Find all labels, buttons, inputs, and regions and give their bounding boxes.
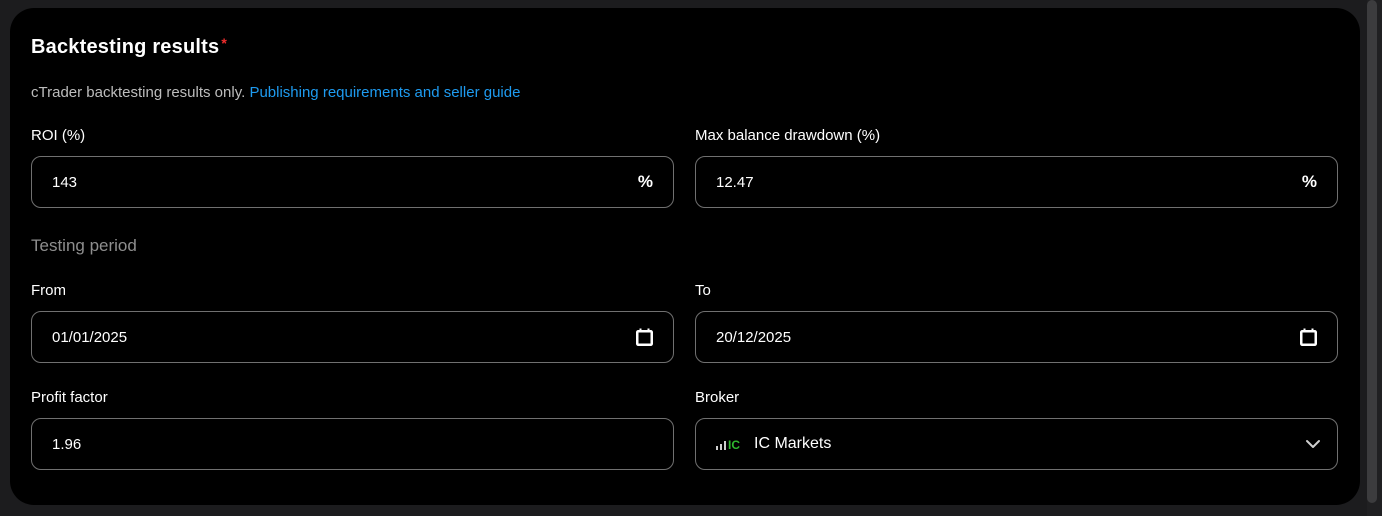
- subtitle-text: cTrader backtesting results only.: [31, 84, 250, 101]
- to-date-picker-button[interactable]: [1300, 328, 1317, 346]
- from-label: From: [31, 282, 66, 299]
- profit-factor-label: Profit factor: [31, 389, 108, 406]
- profit-factor-input[interactable]: [52, 435, 653, 453]
- drawdown-field-group: Max balance drawdown (%) %: [695, 127, 1338, 208]
- profit-factor-input-box: [31, 418, 674, 470]
- panel-header: Backtesting results *: [31, 36, 1338, 59]
- subtitle: cTrader backtesting results only. Publis…: [31, 84, 1338, 101]
- drawdown-input[interactable]: [716, 173, 1292, 191]
- to-date-box: [695, 311, 1338, 363]
- roi-field-group: ROI (%) %: [31, 127, 674, 208]
- to-field-group: To: [695, 282, 1338, 363]
- from-field-group: From: [31, 282, 674, 363]
- calendar-icon: [1300, 328, 1317, 346]
- to-date-input[interactable]: [716, 328, 1290, 346]
- broker-selected-value: IC Markets: [754, 435, 832, 452]
- from-date-input[interactable]: [52, 328, 626, 346]
- calendar-icon: [636, 328, 653, 346]
- scrollbar-track[interactable]: [1367, 0, 1382, 516]
- from-date-box: [31, 311, 674, 363]
- roi-input[interactable]: [52, 173, 628, 191]
- drawdown-input-box: %: [695, 156, 1338, 208]
- broker-select[interactable]: IC IC Markets: [695, 418, 1338, 470]
- page-title: Backtesting results: [31, 36, 220, 58]
- broker-label: Broker: [695, 389, 740, 406]
- ic-markets-logo-icon: IC: [716, 436, 740, 452]
- backtesting-form: ROI (%) % Max balance drawdown (%) % Tes…: [31, 101, 1338, 470]
- roi-input-box: %: [31, 156, 674, 208]
- to-label: To: [695, 282, 711, 299]
- publishing-requirements-link[interactable]: Publishing requirements and seller guide: [249, 84, 521, 101]
- drawdown-label: Max balance drawdown (%): [695, 127, 881, 144]
- scrollbar-thumb[interactable]: [1367, 0, 1377, 503]
- testing-period-section-label: Testing period: [31, 236, 137, 255]
- profit-factor-field-group: Profit factor: [31, 389, 674, 470]
- from-date-picker-button[interactable]: [636, 328, 653, 346]
- roi-label: ROI (%): [31, 127, 86, 144]
- broker-field-group: Broker IC IC Markets: [695, 389, 1338, 470]
- drawdown-percent-suffix: %: [1301, 172, 1317, 191]
- roi-percent-suffix: %: [637, 172, 653, 191]
- backtesting-results-panel: Backtesting results * cTrader backtestin…: [10, 8, 1360, 505]
- chevron-down-icon: [1305, 439, 1321, 449]
- required-asterisk: *: [221, 35, 227, 51]
